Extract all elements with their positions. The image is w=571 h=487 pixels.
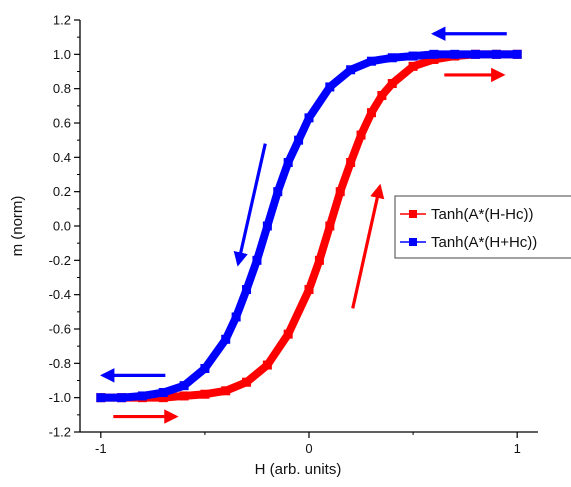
data-point <box>96 393 106 403</box>
series-2 <box>96 49 522 403</box>
data-point <box>231 312 241 322</box>
data-point <box>408 51 418 61</box>
legend-marker-series-2 <box>409 238 417 246</box>
data-point <box>346 157 356 167</box>
data-point <box>335 187 345 197</box>
y-tick-label: -0.6 <box>49 322 71 337</box>
data-point <box>304 113 314 123</box>
data-point <box>200 389 210 399</box>
y-tick-label: -0.4 <box>49 287 71 302</box>
y-tick-label: 1.0 <box>53 47 71 62</box>
data-point <box>491 49 501 59</box>
data-point <box>179 381 189 391</box>
data-point <box>408 61 418 71</box>
data-point <box>221 386 231 396</box>
data-point <box>366 108 376 118</box>
y-ticks: -1.2 -1.0 -0.8 -0.6 -0.4 -0.2 0.0 0.2 0.4 0.6 0.8 1… <box>49 13 80 440</box>
data-point <box>314 255 324 265</box>
legend-box <box>394 195 571 259</box>
y-tick-label: -0.8 <box>49 356 71 371</box>
x-tick-label: -1 <box>95 441 107 456</box>
data-point <box>117 393 127 403</box>
data-point <box>262 360 272 370</box>
data-point <box>387 79 397 89</box>
y-tick-label: -0.2 <box>49 253 71 268</box>
data-point <box>471 49 481 59</box>
y-tick-label: -1.2 <box>49 425 71 440</box>
data-point <box>294 135 304 145</box>
y-tick-label: 0.8 <box>53 81 71 96</box>
data-point <box>366 56 376 66</box>
y-tick-label: 0.2 <box>53 184 71 199</box>
y-tick-label: -1.0 <box>49 390 71 405</box>
x-tick-label: 0 <box>305 441 312 456</box>
legend: Tanh(A*(H-Hc)) Tanh(A*(H+Hc)) <box>394 195 571 259</box>
data-point <box>221 334 231 344</box>
data-point <box>137 391 147 401</box>
data-point <box>158 388 168 398</box>
direction-arrows <box>100 26 507 424</box>
arrow-blue-mid <box>233 143 267 267</box>
data-point <box>346 65 356 75</box>
data-point <box>304 285 314 295</box>
data-point <box>387 53 397 63</box>
data-point <box>273 187 283 197</box>
legend-label-series-1: Tanh(A*(H-Hc)) <box>431 206 534 223</box>
data-point <box>252 255 262 265</box>
x-axis-label: H (arb. units) <box>255 461 342 478</box>
legend-marker-series-1 <box>409 210 417 218</box>
data-point <box>200 363 210 373</box>
data-point <box>512 49 522 59</box>
data-point <box>429 54 439 64</box>
data-point <box>242 285 252 295</box>
arrow-red-mid <box>351 183 385 309</box>
data-point <box>262 221 272 231</box>
x-ticks: -1 0 1 <box>95 432 521 456</box>
data-point <box>242 377 252 387</box>
x-tick-label: 1 <box>514 441 521 456</box>
data-point <box>179 391 189 401</box>
data-point <box>283 157 293 167</box>
data-point <box>325 82 335 92</box>
y-tick-label: 0.4 <box>53 150 71 165</box>
y-axis-label: m (norm) <box>9 196 26 257</box>
data-point <box>377 91 387 101</box>
data-point <box>283 329 293 339</box>
series-layer <box>96 49 522 403</box>
data-point <box>356 130 366 140</box>
y-tick-label: 0.6 <box>53 116 71 131</box>
legend-label-series-2: Tanh(A*(H+Hc)) <box>431 234 537 251</box>
data-point <box>325 221 335 231</box>
y-tick-label: 0.0 <box>53 219 71 234</box>
data-point <box>158 393 168 403</box>
data-point <box>450 49 460 59</box>
data-point <box>429 49 439 59</box>
y-tick-label: 1.2 <box>53 13 71 28</box>
